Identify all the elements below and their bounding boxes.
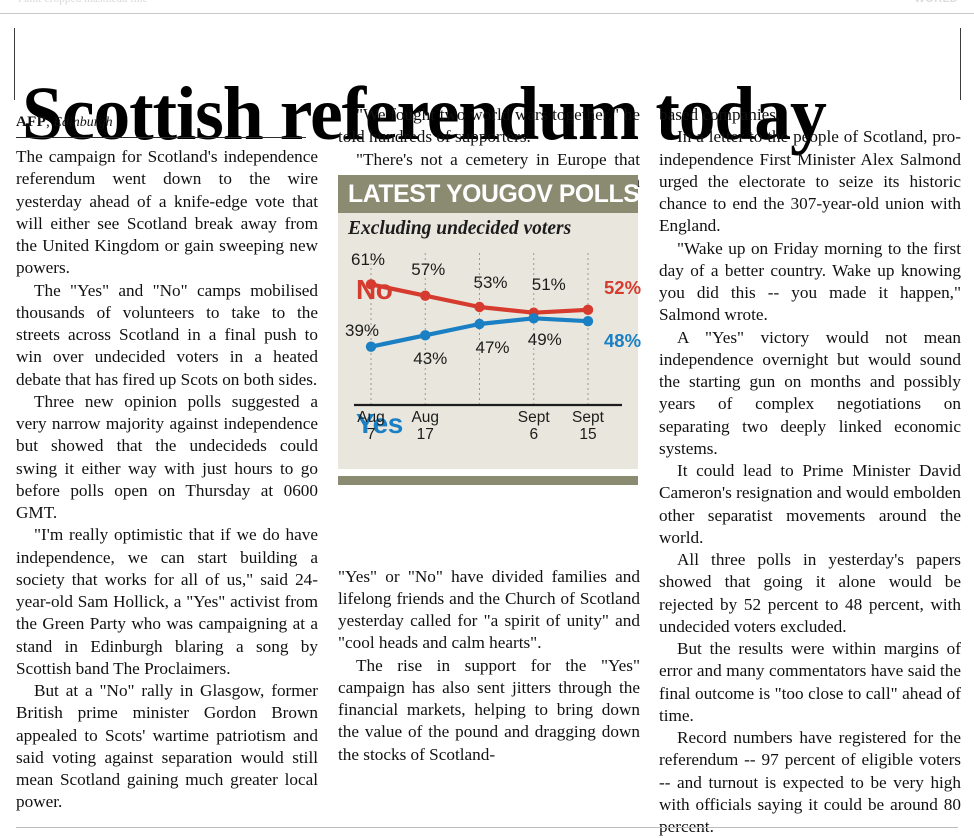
chart-value-label-yes-3: 49% (527, 330, 562, 350)
paragraph: But at a "No" rally in Glasgow, former B… (16, 681, 318, 812)
chart-point-yes-4 (582, 315, 594, 327)
chart-value-label-no-3: 51% (531, 274, 566, 294)
chart-tick-label-1: Aug 17 (411, 409, 440, 443)
paragraph: based companies. (659, 105, 781, 124)
masthead-left-text: Faint cropped masthead line (18, 0, 148, 5)
poll-line-chart (354, 253, 622, 407)
headline-rule-right (960, 28, 961, 100)
masthead-section-label: WORLD (914, 0, 958, 5)
infographic-latest-yougov-polls: LATEST YOUGOV POLLS Excluding undecided … (338, 175, 642, 488)
paragraph: "Wake up on Friday morning to the first … (659, 238, 961, 325)
paragraph: "I'm really optimistic that if we do hav… (16, 525, 318, 678)
headline-rule-left (14, 28, 15, 100)
chart-tick-label-0: Aug 7 (357, 409, 385, 443)
headline-block: Scottish referendum today (0, 16, 974, 155)
paragraph: The rise in support for the "Yes" campai… (338, 655, 640, 764)
chart-value-label-no-0: 61% (351, 250, 386, 270)
chart-point-no-4 (582, 304, 594, 316)
chart-tick-label-3: Sept 6 (517, 409, 550, 443)
chart-value-label-no-1: 57% (411, 259, 446, 279)
byline: AFP, Edinburgh (16, 104, 318, 137)
chart-point-no-0 (365, 279, 377, 290)
page-title: Scottish referendum today (22, 71, 827, 156)
infographic-footer-gap (338, 469, 638, 476)
chart-point-yes-1 (420, 330, 431, 341)
chart-tick-label-4: Sept 15 (572, 409, 604, 443)
chart-value-label-yes-0: 39% (345, 320, 380, 340)
byline-agency: AFP (16, 114, 47, 130)
paragraph: But the results were within margins of e… (659, 639, 961, 725)
infographic-header-band: LATEST YOUGOV POLLS (338, 175, 640, 213)
paragraph: All three polls in yesterday's papers sh… (659, 550, 961, 636)
paragraph: Record numbers have registered for the r… (659, 728, 961, 836)
byline-separator: , (46, 114, 50, 130)
chart-value-label-no-4: 52% (604, 276, 642, 298)
chart-value-label-yes-4: 48% (604, 330, 642, 352)
chart-point-yes-0 (365, 341, 377, 352)
chart-value-label-yes-1: 43% (413, 349, 448, 369)
paragraph: The campaign for Scotland's independence… (16, 147, 318, 278)
series-label-no: No (356, 274, 393, 305)
infographic-title: LATEST YOUGOV POLLS (348, 180, 640, 208)
infographic-subtitle: Excluding undecided voters (348, 218, 572, 239)
article-columns: AFP, Edinburgh The campaign for Scotland… (0, 104, 974, 836)
infographic-body: Excluding undecided voters No Yes 61% 57%… (338, 213, 642, 469)
paragraph: The "Yes" and "No" camps mobilised thous… (16, 280, 318, 389)
infographic-footer-band (338, 476, 638, 485)
chart-value-label-no-2: 53% (473, 273, 508, 292)
chart-point-no-2 (474, 301, 485, 313)
article-column-3: based companies. In a letter to the peop… (659, 104, 961, 838)
paragraph: "We fought two world wars together," he … (338, 105, 640, 147)
paragraph: It could lead to Prime Minister David Ca… (659, 461, 961, 547)
paragraph: A "Yes" victory would not mean independe… (659, 327, 961, 458)
chart-point-yes-2 (474, 318, 485, 330)
chart-point-no-1 (420, 290, 431, 301)
paragraph: "Yes" or "No" have divided families and … (338, 566, 640, 653)
chart-point-yes-3 (528, 313, 539, 324)
masthead-strip: Faint cropped masthead line WORLD (0, 0, 974, 14)
byline-rule (16, 137, 306, 138)
byline-place: Edinburgh (53, 115, 113, 130)
series-label-yes: Yes (356, 408, 403, 439)
chart-series-points (365, 279, 594, 352)
paragraph: Three new opinion polls suggested a very… (16, 391, 318, 522)
chart-value-label-yes-2: 47% (475, 338, 510, 357)
paragraph: In a letter to the people of Scotland, p… (659, 127, 961, 236)
article-column-1: AFP, Edinburgh The campaign for Scotland… (16, 104, 318, 814)
